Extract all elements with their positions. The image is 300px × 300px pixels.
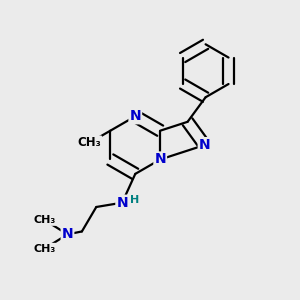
Text: N: N <box>116 196 128 210</box>
Text: N: N <box>130 109 141 123</box>
Text: CH₃: CH₃ <box>77 136 101 149</box>
Text: CH₃: CH₃ <box>33 215 56 225</box>
Text: N: N <box>154 152 166 167</box>
Text: H: H <box>130 195 139 205</box>
Text: N: N <box>199 138 210 152</box>
Text: N: N <box>62 227 73 241</box>
Text: CH₃: CH₃ <box>33 244 56 254</box>
